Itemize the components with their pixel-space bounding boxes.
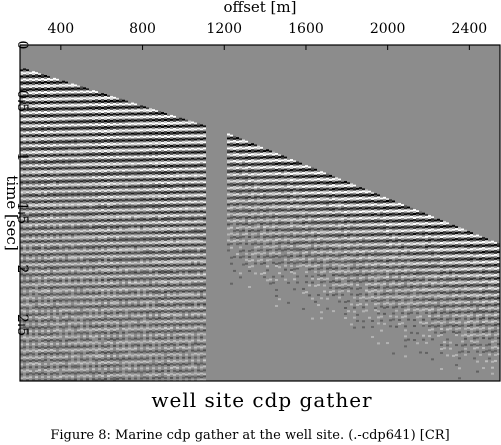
x-tick-label: 2400: [452, 21, 488, 37]
y-tick-label: 0: [14, 41, 30, 50]
y-tick-label: 2: [14, 265, 30, 274]
y-axis: 0 0.5 1 1.5 2 2.5: [14, 41, 30, 337]
x-tick-label: 400: [47, 21, 74, 37]
y-axis-title: time [sec]: [3, 175, 21, 250]
x-axis: 400 800 1200 1600 2000 2400: [47, 21, 487, 50]
seismic-traces: [20, 68, 500, 381]
y-tick-label: 2.5: [14, 314, 30, 336]
y-tick-label: 1: [14, 153, 30, 162]
y-tick-label: 1.5: [14, 202, 30, 224]
x-tick-label: 2000: [370, 21, 406, 37]
y-tick-label: 0.5: [14, 90, 30, 112]
x-tick-label: 800: [129, 21, 156, 37]
x-tick-label: 1200: [206, 21, 242, 37]
figure-caption: Figure 8: Marine cdp gather at the well …: [50, 428, 449, 443]
plot-title: well site cdp gather: [151, 388, 372, 412]
x-tick-label: 1600: [288, 21, 324, 37]
x-axis-title: offset [m]: [224, 0, 297, 16]
